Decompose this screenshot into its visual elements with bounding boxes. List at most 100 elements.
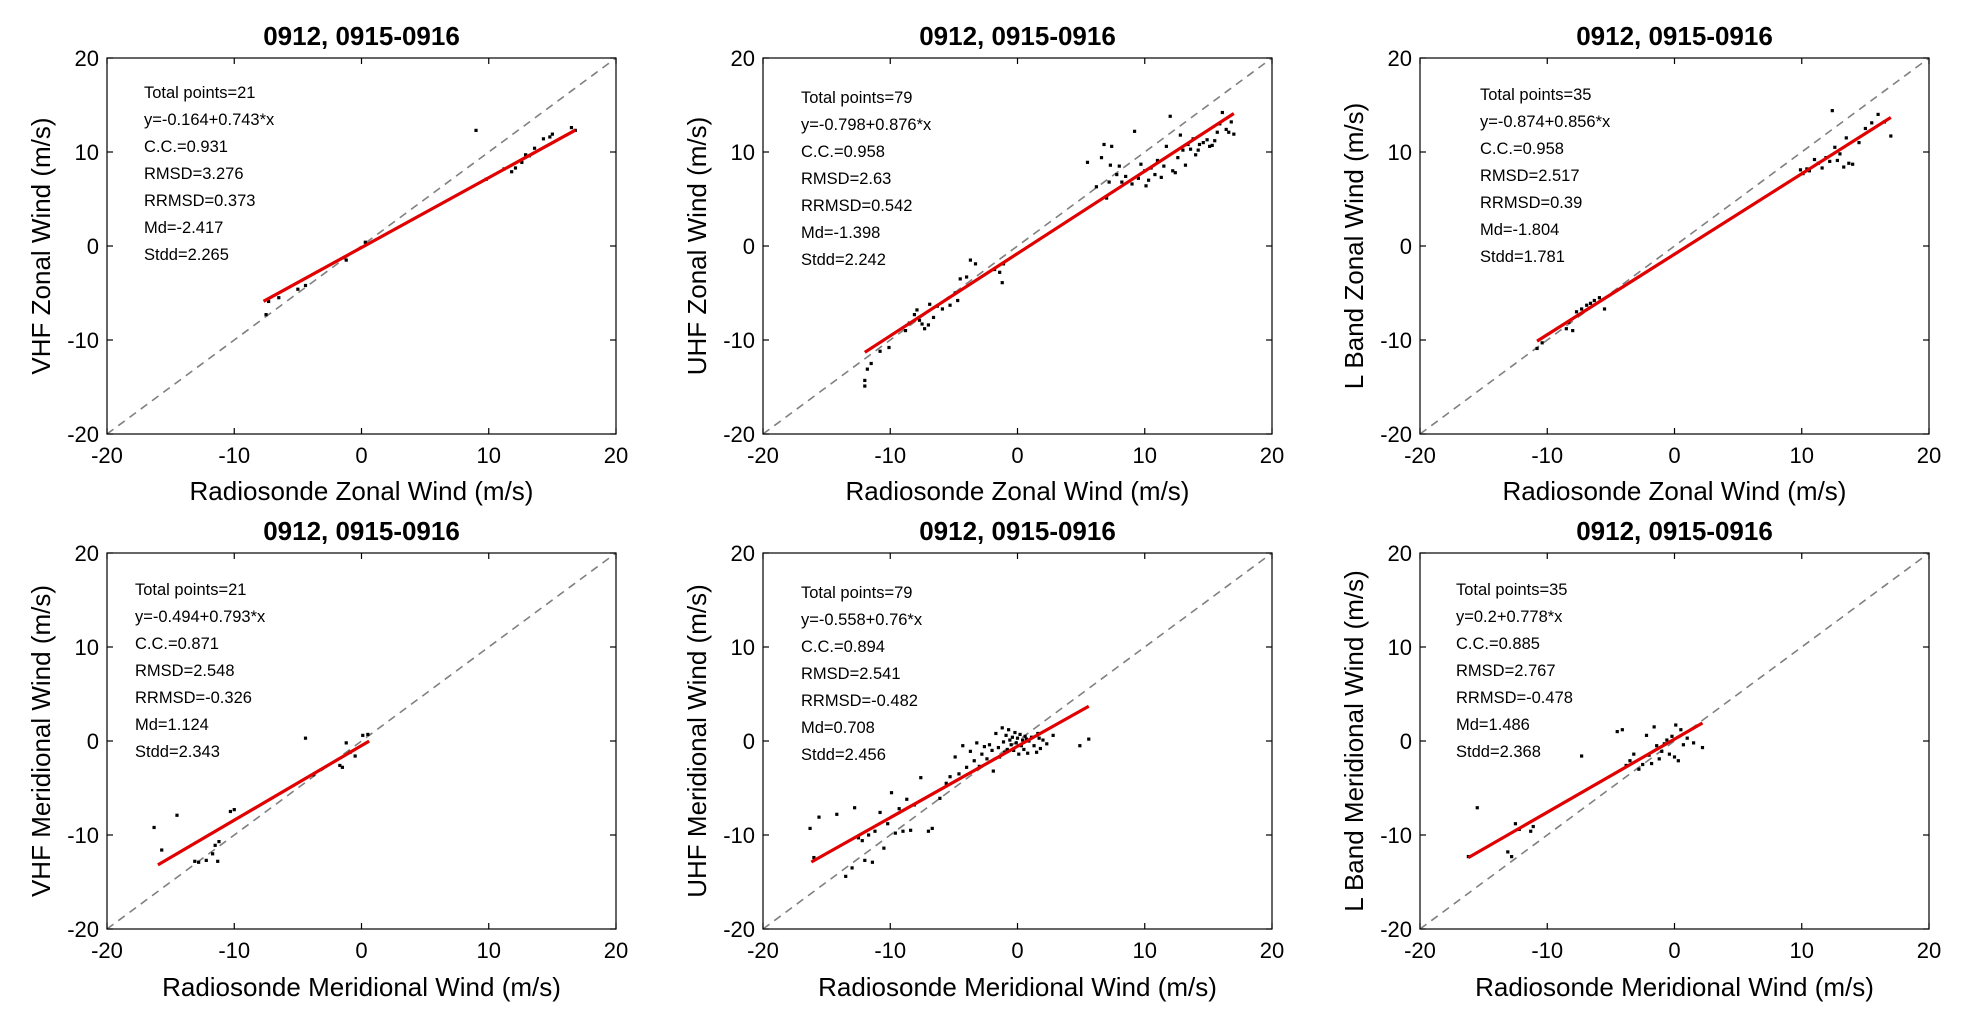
data-point (1535, 346, 1539, 351)
data-point (1665, 738, 1669, 742)
data-point (340, 765, 345, 769)
data-point (1857, 141, 1861, 145)
data-point (1120, 180, 1124, 184)
data-point (878, 349, 882, 353)
data-point (1213, 139, 1217, 143)
data-point (1657, 757, 1661, 761)
data-point (1013, 730, 1017, 735)
stat-fit-equation: y=-0.798+0.876*x (801, 116, 932, 134)
data-point (1540, 341, 1544, 345)
data-point (1164, 144, 1168, 148)
data-point (853, 806, 857, 810)
data-point (1037, 736, 1041, 740)
stat-stdd: Stdd=2.343 (135, 743, 220, 761)
data-point (1194, 153, 1198, 157)
data-point (1012, 748, 1016, 752)
data-point (1592, 298, 1596, 303)
y-tick-label: 20 (1388, 541, 1412, 566)
plot-title: 0912, 0915-0916 (1576, 21, 1773, 51)
x-tick-label: 20 (604, 938, 628, 963)
data-point (353, 754, 357, 758)
data-point (1146, 178, 1151, 182)
data-point (1181, 148, 1185, 152)
data-point (968, 258, 973, 262)
data-point (1597, 296, 1602, 300)
data-point (1838, 152, 1842, 156)
stat-fit-equation: y=-0.494+0.793*x (135, 608, 266, 626)
data-point (1034, 750, 1039, 754)
data-point (1820, 166, 1824, 170)
data-point (1842, 165, 1846, 169)
stat-rrmsd: RRMSD=-0.478 (1456, 689, 1573, 707)
data-point (923, 327, 927, 331)
data-point (1107, 180, 1111, 184)
stat-total-points: Total points=35 (1480, 86, 1591, 104)
x-axis-label: Radiosonde Zonal Wind (m/s) (846, 476, 1190, 506)
data-point (1099, 156, 1104, 160)
data-point (1041, 738, 1045, 742)
data-point (213, 843, 217, 847)
x-tick-label: -10 (874, 938, 906, 963)
data-point (1679, 728, 1683, 732)
identity-line (1420, 553, 1929, 929)
data-point (1812, 157, 1817, 162)
x-tick-label: -20 (1404, 443, 1436, 468)
data-point (1232, 132, 1236, 136)
data-point (366, 732, 370, 737)
y-tick-label: 0 (87, 729, 99, 754)
data-point (232, 808, 236, 812)
data-point (996, 745, 1001, 750)
data-point (972, 759, 976, 763)
y-tick-label: -20 (723, 917, 755, 942)
plot-area (1420, 58, 1929, 434)
x-ticks: -20 -10 0 10 20 (1404, 58, 1941, 468)
data-point (1017, 752, 1021, 756)
x-tick-label: 0 (355, 938, 367, 963)
data-point (882, 846, 886, 850)
data-point (987, 743, 992, 747)
y-tick-label: 20 (731, 46, 755, 71)
data-point (1863, 126, 1867, 131)
data-point (1178, 133, 1182, 137)
x-tick-label: 10 (477, 443, 501, 468)
y-tick-label: -10 (1380, 328, 1412, 353)
stat-fit-equation: y=-0.874+0.856*x (1480, 113, 1611, 131)
plot-title: 0912, 0915-0916 (919, 516, 1116, 546)
data-point (1833, 145, 1837, 149)
plot-area (1420, 553, 1929, 929)
y-tick-label: -20 (67, 422, 99, 447)
data-point (1005, 747, 1009, 752)
data-point (903, 329, 908, 333)
stat-total-points: Total points=21 (144, 84, 255, 102)
identity-line (107, 58, 616, 434)
x-tick-label: -20 (747, 443, 779, 468)
y-tick-label: 0 (87, 234, 99, 259)
data-point (1670, 734, 1674, 738)
data-point (1588, 301, 1593, 305)
data-point (1830, 109, 1834, 113)
x-tick-label: 10 (1133, 938, 1157, 963)
data-point (160, 848, 164, 852)
data-point (1162, 164, 1166, 168)
data-point (1691, 741, 1696, 745)
y-axis-label: VHF Zonal Wind (m/s) (26, 117, 56, 374)
stats-box: Total points=79 y=-0.558+0.76*x C.C.=0.8… (801, 584, 923, 764)
data-point (1132, 129, 1137, 133)
data-point (1104, 196, 1109, 200)
y-ticks: -20 -10 0 10 20 (67, 46, 616, 447)
data-point (1197, 142, 1202, 147)
data-point (228, 809, 233, 814)
data-point (1672, 755, 1677, 759)
data-point (1602, 307, 1607, 311)
x-tick-label: -10 (1531, 443, 1563, 468)
data-point (901, 829, 905, 833)
x-tick-label: -10 (218, 443, 250, 468)
stat-md: Md=-1.398 (801, 224, 880, 242)
data-point (928, 302, 932, 306)
stat-stdd: Stdd=2.456 (801, 746, 886, 764)
data-point (267, 299, 271, 304)
